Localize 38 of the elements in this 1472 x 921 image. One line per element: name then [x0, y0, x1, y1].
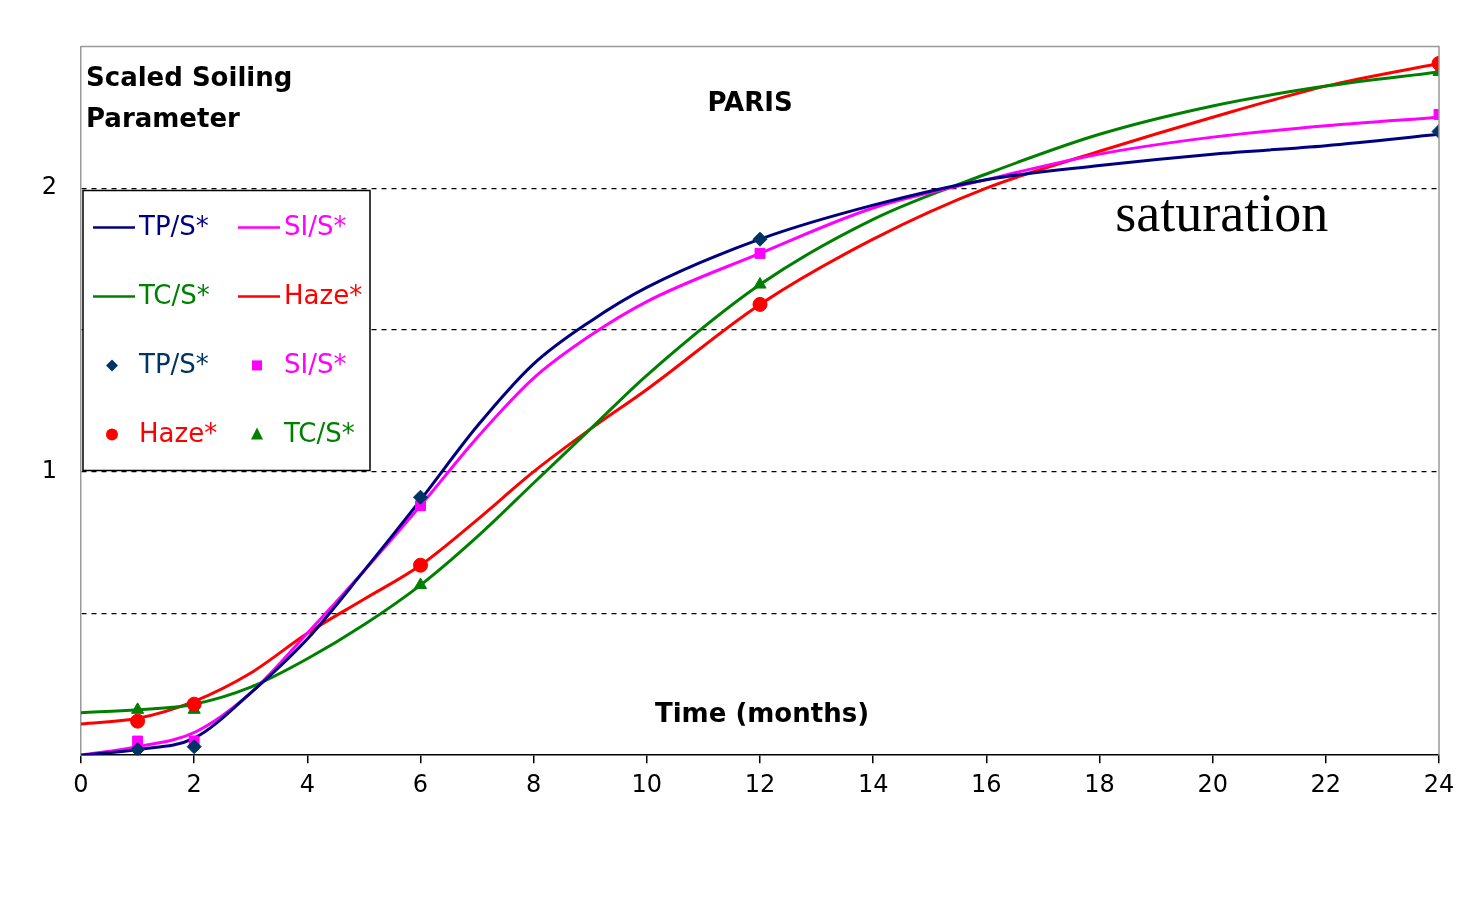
x-tick-label: 2 — [186, 769, 202, 798]
point — [413, 577, 428, 590]
legend-label: SI/S* — [284, 349, 347, 380]
y-axis-title: Scaled Soiling Parameter — [86, 62, 293, 134]
x-tick-label: 10 — [631, 769, 663, 798]
point — [754, 247, 766, 259]
x-tick-label: 0 — [73, 769, 89, 798]
legend-label: TP/S* — [138, 349, 209, 380]
text: PARIS — [707, 87, 793, 118]
x-tick-label: 20 — [1197, 769, 1228, 798]
point — [186, 739, 202, 755]
point — [413, 489, 428, 505]
point — [752, 231, 768, 247]
x-tick-label: 22 — [1310, 769, 1342, 798]
x-tick-label: 4 — [299, 769, 315, 798]
x-tick-label: 24 — [1423, 769, 1455, 798]
x-tick-label: 16 — [971, 769, 1002, 798]
x-tick-label: 8 — [526, 769, 542, 798]
x-tick-label: 14 — [857, 769, 889, 798]
y-tick-label: 1 — [41, 455, 57, 484]
point — [752, 296, 768, 312]
legend-label: TC/S* — [283, 418, 355, 449]
legend-label: SI/S* — [284, 211, 347, 242]
point — [413, 557, 428, 573]
x-tick-label: 18 — [1084, 769, 1115, 798]
legend-label: Haze* — [139, 418, 218, 449]
point — [130, 713, 146, 729]
point — [130, 742, 146, 756]
legend-label: TP/S* — [138, 211, 209, 242]
point — [131, 702, 145, 714]
point — [753, 277, 767, 289]
annotation: saturation — [1115, 183, 1329, 244]
legend-label: Haze* — [284, 280, 363, 311]
x-axis-title: Time (months) — [654, 698, 870, 729]
legend-label: TC/S* — [138, 280, 210, 311]
x-tick-label: 6 — [412, 769, 429, 798]
point — [186, 696, 202, 712]
x-tick-label: 12 — [744, 769, 776, 798]
